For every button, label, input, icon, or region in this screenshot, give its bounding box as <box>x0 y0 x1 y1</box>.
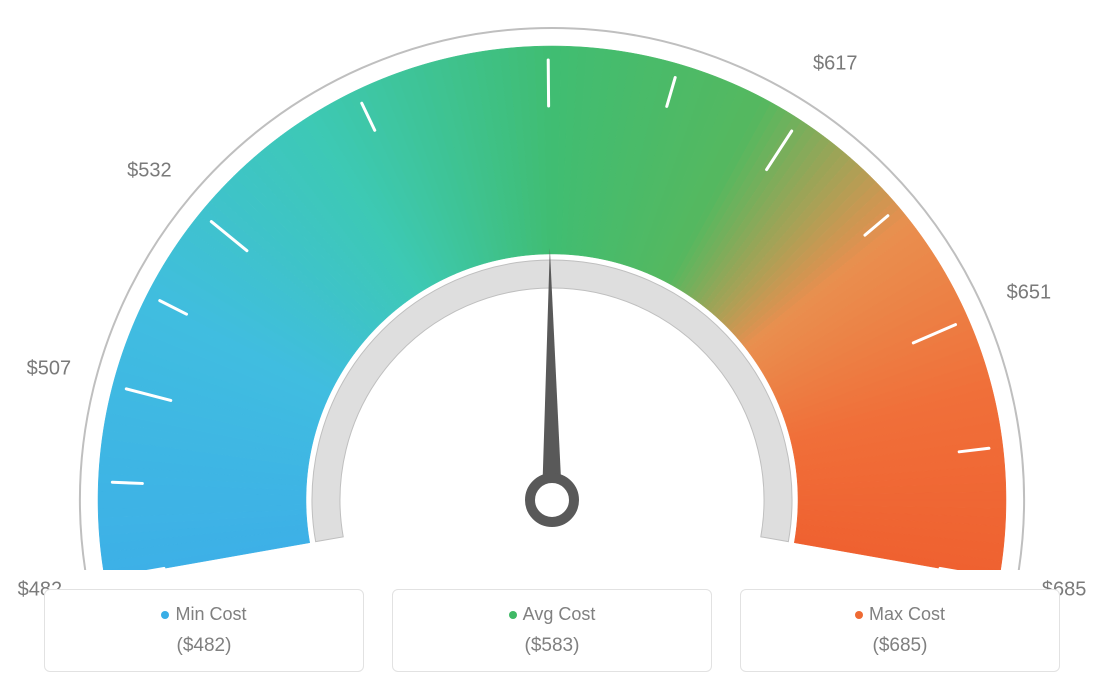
legend-dot-icon <box>509 611 517 619</box>
legend-card-avg: Avg Cost ($583) <box>392 589 712 672</box>
legend-card-min: Min Cost ($482) <box>44 589 364 672</box>
legend-dot-icon <box>855 611 863 619</box>
legend-label: Max Cost <box>751 604 1049 625</box>
legend-row: Min Cost ($482) Avg Cost ($583) Max Cost ($68… <box>0 589 1104 672</box>
legend-dot-icon <box>161 611 169 619</box>
gauge-svg <box>0 0 1104 570</box>
legend-label-text: Max Cost <box>869 604 945 624</box>
legend-label-text: Avg Cost <box>523 604 596 624</box>
legend-label: Min Cost <box>55 604 353 625</box>
gauge-tick-label: $617 <box>813 52 858 75</box>
legend-value: ($685) <box>751 635 1049 657</box>
gauge-tick-label: $532 <box>127 159 172 182</box>
legend-label-text: Min Cost <box>175 604 246 624</box>
legend-value: ($583) <box>403 635 701 657</box>
legend-card-max: Max Cost ($685) <box>740 589 1060 672</box>
gauge-needle-hub <box>530 478 574 522</box>
gauge-tick-label: $507 <box>27 357 72 380</box>
legend-value: ($482) <box>55 635 353 657</box>
legend-label: Avg Cost <box>403 604 701 625</box>
gauge-tick-label: $651 <box>1007 281 1052 304</box>
cost-gauge: $482$507$532$583$617$651$685 <box>0 0 1104 570</box>
